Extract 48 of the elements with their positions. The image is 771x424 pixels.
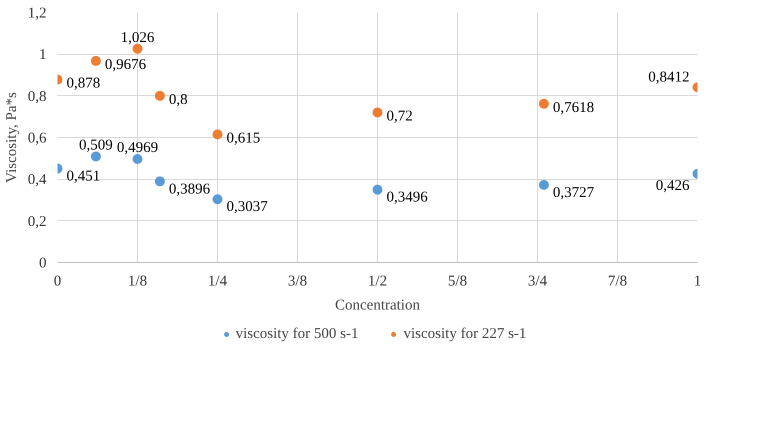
data-label: 0,878 (66, 76, 100, 92)
data-label: 0,426 (656, 178, 690, 194)
point (132, 154, 142, 164)
point (154, 90, 165, 101)
data-label: 0,72 (386, 108, 413, 124)
data-label: 0,451 (66, 168, 100, 185)
y-tick-label: 0,2 (28, 214, 46, 230)
x-tick-label: 1/2 (368, 274, 388, 290)
point (154, 176, 165, 186)
y-tick-label: 0 (39, 256, 46, 272)
point (372, 184, 382, 195)
point (90, 56, 101, 66)
data-label: 0,4969 (116, 140, 158, 156)
x-tick-label: 0 (54, 274, 62, 290)
legend-label: viscosity for 500 s-1 (236, 326, 358, 342)
data-label: 0,8 (168, 92, 188, 108)
x-tick-label: 5/8 (448, 274, 468, 290)
x-tick-label: 1 (694, 274, 702, 290)
x-tick-label: 3/8 (288, 274, 308, 290)
point (538, 180, 549, 190)
x-tick-label: 1/4 (208, 274, 228, 290)
point (538, 98, 549, 109)
point (212, 129, 222, 140)
y-tick-label: 1,2 (28, 6, 46, 22)
x-tick-label: 7/8 (608, 274, 628, 290)
y-tick-label: 1 (39, 47, 46, 64)
y-tick-label: 0,4 (28, 172, 47, 188)
legend-label: viscosity for 227 s-1 (404, 326, 526, 342)
data-label: 0,3727 (552, 184, 595, 201)
data-label: 0,7618 (552, 100, 594, 116)
x-tick-label: 1/8 (128, 274, 148, 290)
x-axis-title: Concentration (335, 298, 420, 314)
data-label: 0,615 (226, 130, 260, 146)
data-label: 0,509 (79, 137, 113, 154)
x-tick-label: 3/4 (528, 274, 548, 290)
data-label: 0,3896 (168, 181, 211, 198)
data-label: 0,3496 (386, 190, 428, 206)
data-label: 0,3037 (226, 199, 268, 216)
data-label: 0,9676 (104, 56, 147, 73)
y-tick-label: 0,6 (28, 130, 47, 146)
point (90, 151, 101, 162)
data-label: 0,8412 (648, 69, 690, 86)
point (132, 44, 142, 54)
point (212, 194, 222, 204)
y-axis-title: Viscosity, Pa*s (4, 92, 20, 183)
y-tick-label: 0,8 (28, 88, 46, 105)
data-label: 1,026 (120, 30, 155, 46)
point (372, 108, 382, 118)
